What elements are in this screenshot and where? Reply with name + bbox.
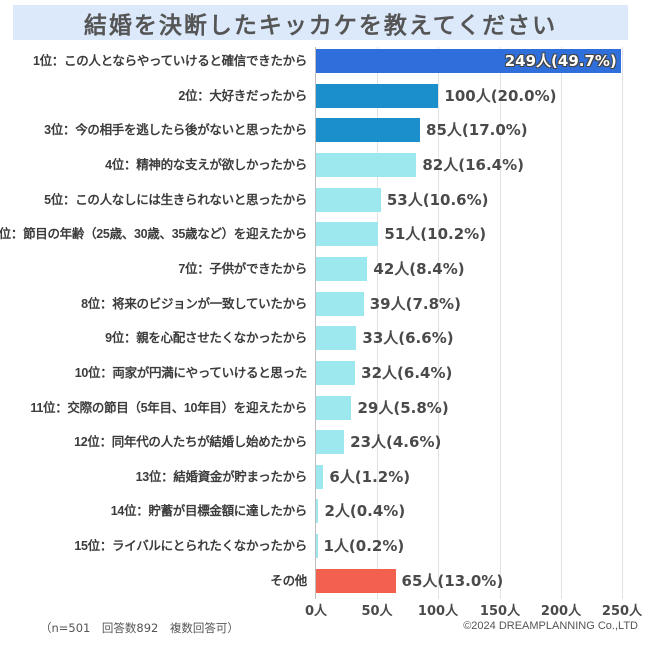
- value-label: 32人(6.4%): [361, 363, 453, 382]
- category-label: 10位：両家が円満にやっていけると思った: [74, 365, 308, 380]
- x-tick-label: 200人: [540, 604, 582, 619]
- title-banner: 結婚を決断したキッカケを教えてください: [13, 5, 628, 40]
- bar: [316, 222, 379, 247]
- category-label: 5位：この人なしには生きられないと思ったから: [44, 192, 307, 207]
- y-axis-line: [315, 47, 316, 599]
- bar: [316, 534, 318, 559]
- bar: [316, 464, 324, 489]
- value-label: 29人(5.8%): [357, 398, 449, 417]
- gridline: [561, 47, 562, 599]
- value-label: 82人(16.4%): [422, 155, 524, 174]
- category-label: 1位：この人とならやっていけると確信できたから: [32, 54, 307, 68]
- chart-title: 結婚を決断したキッカケを教えてください: [83, 12, 558, 39]
- chart-row: 12位：同年代の人たちが結婚し始めたから 23人(4.6%): [0, 425, 650, 459]
- bar: [316, 291, 364, 316]
- chart-row: 2位：大好きだったから 100人(20.0%): [0, 79, 650, 113]
- category-label: 4位：精神的な支えが欲しかったから: [105, 157, 307, 172]
- chart-row: 9位：親を心配させたくなかったから 33人(6.6%): [0, 321, 650, 355]
- bar: [316, 360, 356, 385]
- value-label: 100人(20.0%): [444, 86, 557, 105]
- chart-row: 5位：この人なしには生きられないと思ったから 53人(10.6%): [0, 183, 650, 217]
- category-label: 15位：ライバルにとられたくなかったから: [74, 539, 307, 554]
- bar: [316, 430, 345, 455]
- category-label: 6位：節目の年齢（25歳、30歳、35歳など）を迎えたから: [0, 227, 307, 242]
- bar: [316, 49, 621, 73]
- chart-row: その他 65人(13.0%): [0, 564, 650, 598]
- bar: [316, 499, 319, 524]
- bar: [316, 118, 421, 143]
- chart-row: 15位：ライバルにとられたくなかったから 1人(0.2%): [0, 529, 650, 563]
- category-label: 3位：今の相手を逃したら後がないと思ったから: [44, 123, 307, 138]
- value-label: 53人(10.6%): [386, 190, 489, 209]
- x-tick-label: 0人: [304, 604, 328, 619]
- gridline: [622, 47, 623, 599]
- value-label: 33人(6.6%): [362, 329, 454, 348]
- category-label: 13位：結婚資金が貯まったから: [135, 469, 308, 484]
- x-tick-label: 50人: [361, 604, 393, 619]
- category-label: 12位：同年代の人たちが結婚し始めたから: [74, 435, 307, 450]
- x-tick-label: 100人: [417, 604, 459, 619]
- category-label: 9位：親を心配させたくなかったから: [105, 331, 307, 346]
- gridline: [377, 47, 378, 599]
- copyright-text: ©2024 DREAMPLANNING Co.,LTD: [463, 620, 638, 632]
- chart-row: 14位：貯蓄が目標金額に達したから 2人(0.4%): [0, 494, 650, 528]
- value-label: 249人(49.7%): [504, 52, 617, 70]
- category-label: 14位：貯蓄が目標金額に達したから: [110, 504, 308, 519]
- value-label: 85人(17.0%): [426, 121, 528, 140]
- bar: [316, 568, 396, 593]
- value-label: 6人(1.2%): [329, 467, 411, 486]
- category-label: 8位：将来のビジョンが一致していたから: [81, 296, 307, 311]
- chart-row: 4位：精神的な支えが欲しかったから 82人(16.4%): [0, 148, 650, 182]
- value-label: 65人(13.0%): [401, 571, 504, 590]
- chart-row: 10位：両家が円満にやっていけると思った 32人(6.4%): [0, 356, 650, 390]
- x-tick-label: 250人: [601, 604, 643, 619]
- chart-row: 13位：結婚資金が貯まったから 6人(1.2%): [0, 460, 650, 494]
- bar: [316, 395, 352, 420]
- sample-footnote: （n=501 回答数892 複数回答可）: [40, 621, 239, 635]
- bar: [316, 326, 357, 351]
- value-label: 1人(0.2%): [323, 537, 405, 556]
- category-label: 2位：大好きだったから: [178, 88, 307, 103]
- chart-row: 3位：今の相手を逃したら後がないと思ったから 85人(17.0%): [0, 113, 650, 147]
- value-label: 23人(4.6%): [350, 433, 442, 452]
- x-tick-label: 150人: [479, 604, 521, 619]
- category-label: 11位：交際の節目（5年目、10年目）を迎えたから: [30, 400, 307, 415]
- category-label: その他: [270, 573, 307, 588]
- value-label: 2人(0.4%): [324, 502, 406, 521]
- bar: [316, 83, 439, 108]
- bar: [316, 152, 417, 177]
- chart-row: 6位：節目の年齢（25歳、30歳、35歳など）を迎えたから 51人(10.2%): [0, 217, 650, 251]
- chart-row: 11位：交際の節目（5年目、10年目）を迎えたから 29人(5.8%): [0, 391, 650, 425]
- category-label: 7位：子供ができたから: [178, 261, 307, 276]
- gridline: [500, 47, 501, 599]
- value-label: 39人(7.8%): [369, 294, 461, 313]
- chart-row: 7位：子供ができたから 42人(8.4%): [0, 252, 650, 286]
- bar: [316, 187, 381, 212]
- value-label: 42人(8.4%): [373, 259, 465, 278]
- gridline: [438, 47, 439, 599]
- chart-row: 8位：将来のビジョンが一致していたから 39人(7.8%): [0, 287, 650, 321]
- bar: [316, 256, 368, 281]
- value-label: 51人(10.2%): [384, 225, 487, 244]
- chart-row: 1位：この人とならやっていけると確信できたから 249人(49.7%): [0, 44, 650, 78]
